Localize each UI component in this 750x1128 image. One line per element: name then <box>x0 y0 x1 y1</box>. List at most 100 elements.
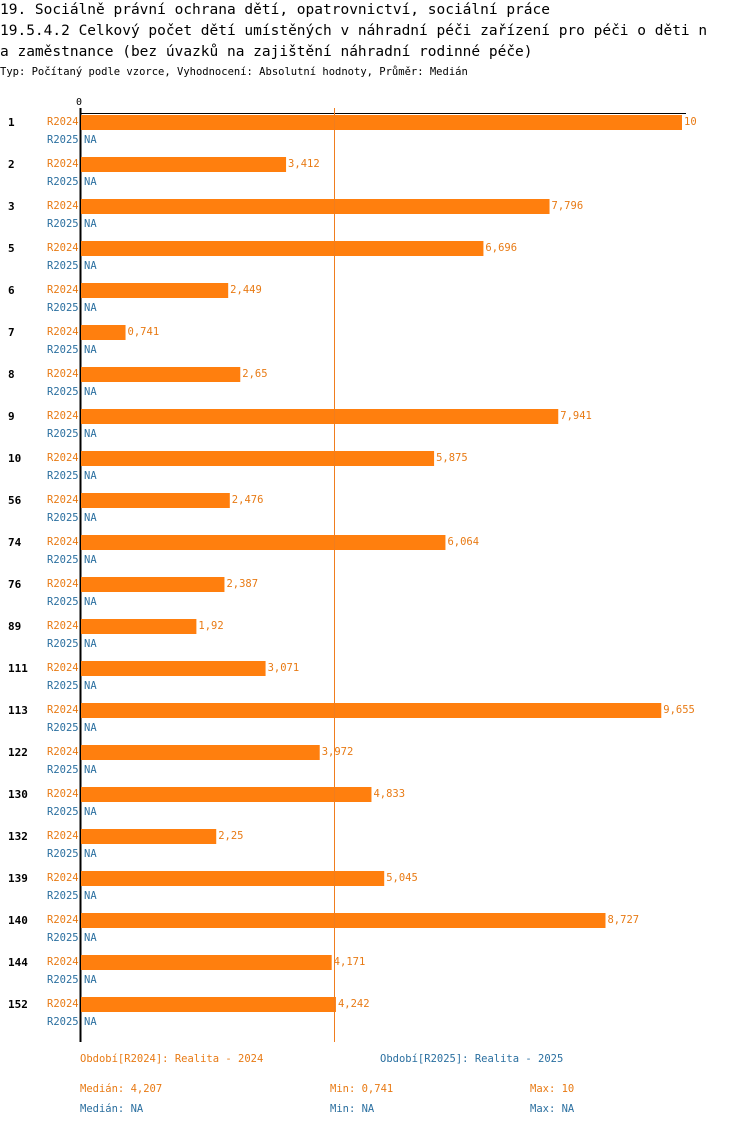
series-label-r2024: R2024 <box>47 452 79 464</box>
series-label-r2025: R2025 <box>47 554 79 566</box>
bar-value-label-r2025: NA <box>84 134 97 146</box>
legend-r2025: Období[R2025]: Realita - 2025 <box>380 1053 564 1065</box>
bar-value-label-r2025: NA <box>84 722 97 734</box>
bar-r2024 <box>81 493 230 508</box>
bar-r2024 <box>81 661 266 676</box>
series-label-r2024: R2024 <box>47 284 79 296</box>
series-label-r2025: R2025 <box>47 512 79 524</box>
bar-value-label-r2025: NA <box>84 680 97 692</box>
bar-value-label-r2025: NA <box>84 344 97 356</box>
bar-value-label-r2024: 2,387 <box>226 578 259 590</box>
bar-r2024 <box>81 577 225 592</box>
category-label: 74 <box>8 536 22 549</box>
series-label-r2025: R2025 <box>47 890 79 902</box>
series-label-r2024: R2024 <box>47 704 79 716</box>
chart-title-line-1: 19. Sociálně právní ochrana dětí, opatro… <box>0 2 550 18</box>
category-label: 113 <box>8 704 28 717</box>
series-label-r2024: R2024 <box>47 578 79 590</box>
bar-r2024 <box>81 703 662 718</box>
bar-value-label-r2024: 5,045 <box>386 872 418 884</box>
series-label-r2025: R2025 <box>47 134 79 146</box>
bar-r2024 <box>81 955 332 970</box>
bar-value-label-r2024: 6,064 <box>447 536 480 548</box>
category-label: 132 <box>8 830 28 843</box>
series-label-r2025: R2025 <box>47 470 79 482</box>
category-label: 7 <box>8 326 15 339</box>
bar-r2024 <box>81 787 372 802</box>
series-label-r2024: R2024 <box>47 410 79 422</box>
series-label-r2024: R2024 <box>47 914 79 926</box>
bar-value-label-r2025: NA <box>84 638 97 650</box>
series-label-r2024: R2024 <box>47 116 79 128</box>
category-label: 122 <box>8 746 28 759</box>
category-label: 8 <box>8 368 15 381</box>
bar-r2024 <box>81 115 682 130</box>
bar-r2024 <box>81 997 336 1012</box>
category-label: 144 <box>8 956 28 969</box>
series-label-r2025: R2025 <box>47 344 79 356</box>
bar-r2024 <box>81 199 550 214</box>
series-label-r2025: R2025 <box>47 1016 79 1028</box>
category-label: 2 <box>8 158 15 171</box>
chart-title-line-3: a zaměstnance (bez úvazků na zajištění n… <box>0 44 533 60</box>
stat-r2024-max: Max: 10 <box>530 1083 575 1095</box>
series-label-r2024: R2024 <box>47 200 79 212</box>
series-label-r2024: R2024 <box>47 746 79 758</box>
series-label-r2024: R2024 <box>47 242 79 254</box>
bar-value-label-r2025: NA <box>84 470 97 482</box>
stat-r2024-median: Medián: 4,207 <box>80 1083 163 1095</box>
bar-value-label-r2024: 7,941 <box>560 410 592 422</box>
bar-value-label-r2025: NA <box>84 848 97 860</box>
bar-value-label-r2025: NA <box>84 512 97 524</box>
bar-value-label-r2024: 6,696 <box>485 242 518 254</box>
category-label: 152 <box>8 998 28 1011</box>
bar-value-label-r2024: 8,727 <box>607 914 640 926</box>
series-label-r2025: R2025 <box>47 302 79 314</box>
bar-value-label-r2025: NA <box>84 890 97 902</box>
chart-title-line-2: 19.5.4.2 Celkový počet dětí umístěných v… <box>0 23 708 39</box>
series-label-r2025: R2025 <box>47 218 79 230</box>
bar-value-label-r2024: 2,65 <box>242 368 268 380</box>
bar-value-label-r2024: 2,25 <box>218 830 244 842</box>
stat-r2025-max: Max: NA <box>530 1103 575 1115</box>
category-label: 3 <box>8 200 15 213</box>
bar-value-label-r2024: 4,833 <box>373 788 406 800</box>
series-label-r2024: R2024 <box>47 998 79 1010</box>
series-label-r2025: R2025 <box>47 428 79 440</box>
category-label: 9 <box>8 410 15 423</box>
series-label-r2025: R2025 <box>47 722 79 734</box>
series-label-r2025: R2025 <box>47 638 79 650</box>
series-label-r2025: R2025 <box>47 806 79 818</box>
series-label-r2024: R2024 <box>47 368 79 380</box>
bar-value-label-r2024: 0,741 <box>127 326 160 338</box>
bar-value-label-r2025: NA <box>84 176 97 188</box>
bar-value-label-r2024: 1,92 <box>198 620 224 632</box>
bar-value-label-r2025: NA <box>84 974 97 986</box>
series-label-r2025: R2025 <box>47 932 79 944</box>
series-label-r2024: R2024 <box>47 158 79 170</box>
axis-zero-label: 0 <box>76 97 83 108</box>
category-label: 5 <box>8 242 15 255</box>
series-label-r2024: R2024 <box>47 620 79 632</box>
bar-r2024 <box>81 535 446 550</box>
stat-r2025-median: Medián: NA <box>80 1103 144 1115</box>
bar-value-label-r2025: NA <box>84 302 97 314</box>
bar-r2024 <box>81 829 217 844</box>
bar-r2024 <box>81 157 287 172</box>
chart-subtitle: Typ: Počítaný podle vzorce, Vyhodnocení:… <box>0 66 468 78</box>
category-label: 111 <box>8 662 28 675</box>
series-label-r2025: R2025 <box>47 974 79 986</box>
category-label: 1 <box>8 116 15 129</box>
category-label: 76 <box>8 578 22 591</box>
bar-value-label-r2024: 10 <box>684 116 697 128</box>
bar-value-label-r2024: 5,875 <box>436 452 468 464</box>
bar-value-label-r2025: NA <box>84 428 97 440</box>
bar-r2024 <box>81 409 559 424</box>
series-label-r2025: R2025 <box>47 764 79 776</box>
series-label-r2025: R2025 <box>47 680 79 692</box>
bar-value-label-r2024: 2,449 <box>230 284 262 296</box>
bar-r2024 <box>81 367 241 382</box>
bar-value-label-r2024: 4,242 <box>337 998 370 1010</box>
category-label: 89 <box>8 620 22 633</box>
